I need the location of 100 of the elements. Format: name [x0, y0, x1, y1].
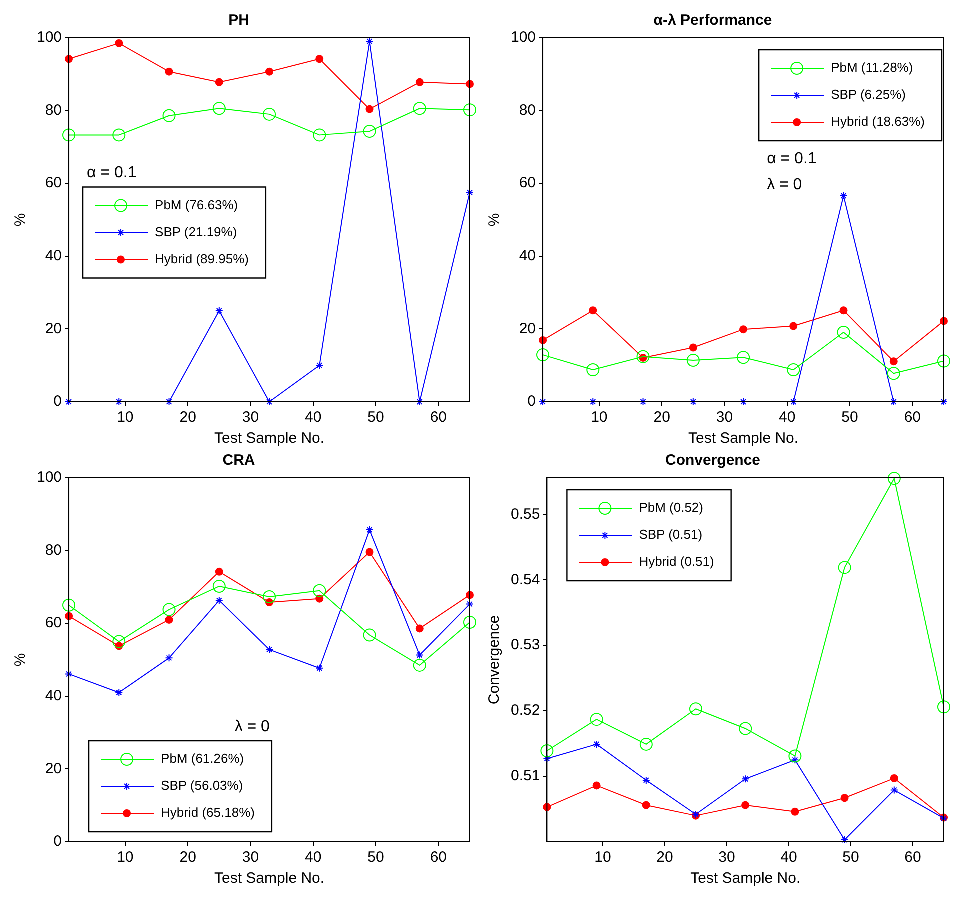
- point: [316, 362, 324, 370]
- x-tick-label: 30: [718, 849, 736, 866]
- point: [543, 754, 552, 763]
- point: [840, 836, 849, 844]
- y-tick-label: 0.51: [510, 768, 540, 785]
- x-axis-title: Test Sample No.: [690, 870, 801, 888]
- point: [740, 326, 748, 334]
- point: [840, 192, 848, 200]
- x-axis-title: Test Sample No.: [214, 870, 325, 888]
- point: [363, 125, 376, 138]
- point: [416, 651, 424, 660]
- point: [640, 738, 653, 751]
- legend-label: PbM (11.28%): [831, 60, 914, 76]
- point: [464, 616, 476, 630]
- point: [590, 713, 604, 726]
- point: [165, 616, 174, 624]
- y-tick-label: 100: [36, 29, 62, 46]
- x-tick-label: 20: [180, 849, 196, 866]
- point: [316, 55, 324, 64]
- point: [686, 354, 700, 368]
- y-tick-label: 80: [519, 102, 536, 119]
- point: [642, 776, 650, 784]
- point: [416, 78, 424, 86]
- x-tick-label: 50: [368, 409, 384, 426]
- y-tick-label: 0.53: [510, 636, 540, 654]
- point: [165, 68, 174, 76]
- y-tick-label: 60: [45, 174, 62, 192]
- point: [112, 635, 126, 648]
- y-tick-label: 60: [45, 614, 62, 632]
- legend-label: PbM (61.26%): [161, 751, 244, 766]
- y-tick-label: 0.55: [510, 506, 540, 523]
- legend-label: SBP (21.19%): [155, 224, 238, 240]
- y-tick-label: 40: [519, 248, 536, 265]
- point: [215, 307, 224, 315]
- point: [363, 628, 376, 642]
- point: [212, 102, 226, 116]
- y-axis-title: %: [12, 653, 30, 667]
- point: [890, 774, 898, 782]
- x-tick-label: 40: [305, 849, 322, 866]
- x-tick-label: 10: [117, 409, 134, 426]
- y-tick-label: 0: [528, 393, 536, 410]
- point: [940, 398, 948, 406]
- point: [837, 326, 850, 339]
- point: [263, 108, 276, 121]
- y-tick-label: 20: [45, 320, 62, 338]
- point: [840, 794, 849, 802]
- point: [62, 128, 76, 142]
- point: [790, 322, 798, 330]
- legend-label: Hybrid (89.95%): [155, 251, 249, 266]
- chart-title: Convergence: [665, 452, 761, 470]
- x-tick-label: 40: [779, 409, 796, 426]
- point: [212, 580, 226, 593]
- x-tick-label: 60: [430, 409, 448, 426]
- point: [540, 744, 554, 758]
- point: [413, 658, 426, 672]
- point: [888, 472, 901, 486]
- point: [592, 740, 601, 748]
- x-tick-label: 50: [842, 409, 858, 426]
- chart-title: PH: [228, 12, 250, 30]
- point: [112, 128, 126, 142]
- point: [838, 561, 852, 574]
- point: [215, 78, 224, 86]
- point: [589, 306, 598, 315]
- point: [266, 68, 274, 76]
- point: [266, 646, 274, 654]
- annotation: λ = 0: [767, 176, 802, 194]
- point: [464, 104, 476, 117]
- point: [742, 775, 750, 784]
- x-tick-label: 30: [242, 849, 260, 866]
- y-tick-label: 20: [45, 760, 62, 778]
- legend-label: SBP (6.25%): [831, 87, 906, 102]
- point: [366, 526, 374, 534]
- y-tick-label: 20: [519, 320, 536, 338]
- point: [890, 786, 898, 794]
- point: [366, 548, 374, 556]
- point: [689, 344, 698, 352]
- point: [165, 654, 174, 662]
- annotation: λ = 0: [234, 718, 270, 736]
- y-tick-label: 80: [45, 542, 62, 559]
- x-tick-label: 60: [430, 849, 448, 866]
- y-axis-title: %: [12, 213, 30, 227]
- y-axis-title: Convergence: [486, 615, 504, 705]
- point: [413, 102, 426, 116]
- chart-title: α-λ Performance: [654, 12, 772, 30]
- y-tick-label: 40: [45, 248, 62, 265]
- y-tick-label: 100: [36, 469, 62, 486]
- y-tick-label: 0: [54, 393, 62, 410]
- chart-title: CRA: [222, 452, 256, 470]
- x-tick-label: 40: [305, 409, 322, 426]
- x-tick-label: 50: [368, 849, 384, 866]
- point: [742, 801, 750, 810]
- point: [586, 363, 600, 376]
- point: [739, 722, 752, 736]
- legend-label: Hybrid (18.63%): [831, 114, 926, 130]
- point: [313, 128, 326, 142]
- legend-label: SBP (0.51): [639, 527, 703, 542]
- point: [737, 351, 750, 364]
- point: [536, 348, 550, 362]
- point: [263, 590, 276, 604]
- x-tick-label: 20: [654, 409, 670, 426]
